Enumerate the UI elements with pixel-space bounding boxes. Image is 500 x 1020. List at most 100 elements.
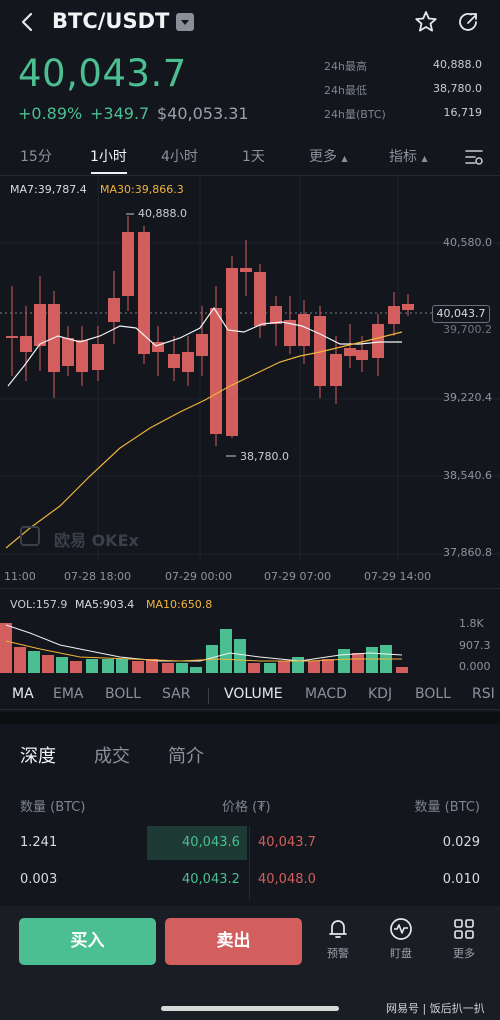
volume-bar xyxy=(116,659,128,673)
tab-info[interactable]: 简介 xyxy=(168,746,204,767)
volume-bar xyxy=(28,651,40,673)
ma30-line xyxy=(5,331,403,549)
price-axis-label: 39,700.2 xyxy=(443,323,492,336)
bid-qty: 0.003 xyxy=(20,872,58,887)
time-axis-label: 07-29 07:00 xyxy=(264,570,332,583)
stat-label-volume: 24h量(BTC) xyxy=(324,108,386,121)
back-arrow-icon[interactable] xyxy=(14,8,42,36)
indicator-volume[interactable]: VOLUME xyxy=(224,686,283,702)
indicator-macd[interactable]: MACD xyxy=(305,686,347,702)
bid-qty-header: 数量 (BTC) xyxy=(20,800,86,815)
volume-axis-label: 907.3 xyxy=(459,639,491,652)
bid-qty: 1.241 xyxy=(20,835,58,850)
chart-settings-icon[interactable] xyxy=(463,146,485,168)
candle-body xyxy=(122,232,134,296)
volume-ma10-line xyxy=(5,640,402,662)
indicator-boll[interactable]: BOLL xyxy=(105,686,141,702)
indicator-ma[interactable]: MA xyxy=(12,686,34,702)
watch-label: 盯盘 xyxy=(390,947,412,960)
ask-qty: 0.010 xyxy=(442,872,480,887)
time-axis-label: 11:00 xyxy=(4,570,36,583)
ask-price[interactable]: 40,048.0 xyxy=(258,872,316,887)
volume-bar xyxy=(396,667,408,673)
volume-bar xyxy=(248,663,260,673)
interval-tabs: 15分 1小时 4小时 1天 更多 ▲ 指标 ▲ xyxy=(0,140,500,176)
active-tab-indicator xyxy=(91,172,127,174)
volume-bar xyxy=(42,655,54,673)
tab-1d[interactable]: 1天 xyxy=(242,149,265,165)
ask-qty-header: 数量 (BTC) xyxy=(414,800,480,815)
tab-more[interactable]: 更多 ▲ xyxy=(309,146,348,166)
candle-body xyxy=(372,324,384,358)
candle-body xyxy=(226,268,238,436)
candle-body xyxy=(254,272,266,326)
triangle-icon: ▲ xyxy=(421,154,428,163)
okex-logo-icon xyxy=(20,526,40,546)
volume-bar xyxy=(176,663,188,673)
price-axis-label: 39,220.4 xyxy=(443,391,492,404)
section-gap xyxy=(0,712,500,724)
candle-body xyxy=(356,350,368,360)
buy-button[interactable]: 买入 xyxy=(19,918,156,965)
ma7-line xyxy=(7,306,402,387)
indicator-kdj[interactable]: KDJ xyxy=(368,686,393,702)
bid-price[interactable]: 40,043.6 xyxy=(182,835,240,850)
volume-legend: VOL:157.9 xyxy=(10,598,68,611)
more-button[interactable]: 更多 xyxy=(442,916,486,968)
caret-down-icon[interactable] xyxy=(176,13,194,31)
volume-bar xyxy=(70,661,82,673)
volume-bar xyxy=(162,663,174,673)
candle-body xyxy=(168,354,180,368)
indicator-sar[interactable]: SAR xyxy=(162,686,191,702)
volume-bar xyxy=(234,639,246,673)
candle-body xyxy=(138,232,150,354)
last-price: 40,043.7 xyxy=(18,52,187,95)
sell-button[interactable]: 卖出 xyxy=(165,918,302,965)
candle-body xyxy=(270,306,282,324)
volume-bar xyxy=(338,649,350,673)
indicator-rsi[interactable]: RSI xyxy=(472,686,495,702)
stat-label-high: 24h最高 xyxy=(324,60,367,73)
tab-4h[interactable]: 4小时 xyxy=(161,149,198,165)
home-indicator[interactable] xyxy=(161,1006,339,1011)
low-price-label: 38,780.0 xyxy=(240,450,289,463)
change-amount: +349.7 xyxy=(90,104,150,123)
ask-qty: 0.029 xyxy=(442,835,480,850)
candle-body xyxy=(330,354,342,386)
current-price-tag: 40,043.7 xyxy=(432,305,490,323)
candle-body xyxy=(284,320,296,346)
indicator-boll-sub[interactable]: BOLL xyxy=(415,686,451,702)
volume-bar xyxy=(322,659,334,673)
ask-price[interactable]: 40,043.7 xyxy=(258,835,316,850)
volume-bar xyxy=(264,663,276,673)
indicator-ema[interactable]: EMA xyxy=(53,686,84,702)
watch-button[interactable]: 盯盘 xyxy=(379,916,423,968)
pair-title[interactable]: BTC/USDT xyxy=(52,9,170,33)
volume-bar xyxy=(278,661,290,673)
triangle-down-icon: ▲ xyxy=(341,154,348,163)
candlestick-chart[interactable] xyxy=(0,176,500,561)
share-icon[interactable] xyxy=(454,8,482,36)
star-icon[interactable] xyxy=(412,8,440,36)
bid-price[interactable]: 40,043.2 xyxy=(182,872,240,887)
ma30-legend: MA30:39,866.3 xyxy=(100,183,184,196)
alert-button[interactable]: 预警 xyxy=(316,916,360,968)
tab-indicators[interactable]: 指标 ▲ xyxy=(389,146,428,166)
time-axis-label: 07-29 14:00 xyxy=(364,570,432,583)
candle-body xyxy=(6,336,18,338)
price-axis-label: 37,860.8 xyxy=(443,546,492,559)
book-divider xyxy=(249,826,250,900)
stat-value-volume: 16,719 xyxy=(443,106,483,119)
more-label: 更多 xyxy=(453,947,475,960)
ma10-legend: MA10:650.8 xyxy=(146,598,213,611)
exchange-watermark: 欧易 OKEx xyxy=(54,531,139,550)
volume-bar xyxy=(366,647,378,673)
tab-15m[interactable]: 15分 xyxy=(20,149,52,165)
volume-bar xyxy=(0,623,12,673)
price-header: 价格 (₮) xyxy=(222,800,271,815)
tab-trades[interactable]: 成交 xyxy=(94,746,130,767)
tab-depth[interactable]: 深度 xyxy=(20,746,56,767)
volume-chart[interactable] xyxy=(0,615,500,675)
volume-axis-label: 0.000 xyxy=(459,660,491,673)
tab-1h[interactable]: 1小时 xyxy=(90,149,127,165)
